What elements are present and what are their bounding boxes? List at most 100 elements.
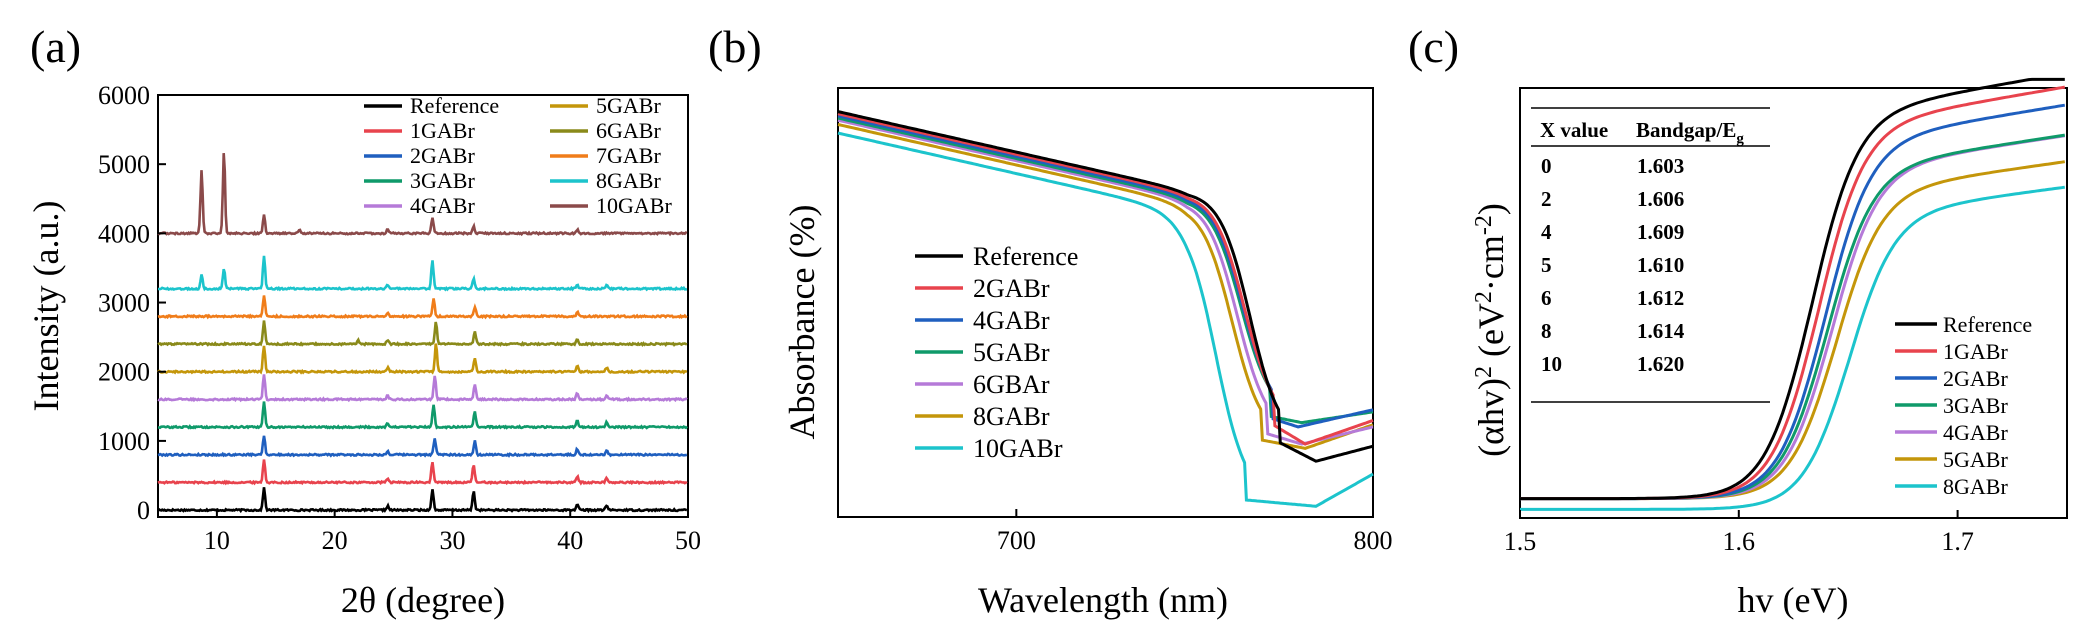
panel-c-ylabel: (αhv)2 (eV2·cm-2) (1471, 203, 1511, 457)
legend-label-2GABr: 2GABr (1943, 366, 2008, 391)
panel-b: (b) 700 800 Wavelength (nm) Absorbance (%… (708, 21, 1393, 620)
panel-a-ticks: 10 20 30 40 50 0 1000 2000 3000 4000 5000 6000 (98, 81, 701, 555)
legend-label-1GABr: 1GABr (1943, 339, 2008, 364)
xrd-line-4GABr (157, 374, 688, 403)
xtick-label-40: 40 (557, 526, 583, 555)
panel-a-label: (a) (30, 21, 81, 72)
xtick-label-30: 30 (439, 526, 465, 555)
panel-b-frame (837, 87, 1374, 518)
panel-b-ylabel: Absorbance (%) (782, 205, 822, 440)
legend-label-4GABr: 4GABr (1943, 420, 2008, 445)
panel-c-ylabel-unit: (eV (1471, 303, 1511, 366)
xtick-label-1.7: 1.7 (1941, 527, 1974, 556)
xrd-line-3GABr (157, 401, 688, 430)
table-cell-bandgap-10: 1.620 (1637, 352, 1684, 376)
xrd-line-6GABr (157, 320, 688, 348)
legend-label-8GABr: 8GABr (1943, 474, 2008, 499)
panel-c-ylabel-base: (αhv) (1471, 378, 1511, 457)
table-cell-bandgap-6: 1.612 (1637, 286, 1684, 310)
panel-b-series (837, 110, 1374, 508)
xtick-label-1.5: 1.5 (1504, 527, 1537, 556)
panel-a-frame (157, 94, 689, 518)
xrd-line-8GABr (158, 255, 688, 292)
legend-label-Reference: Reference (1943, 312, 2032, 337)
legend-label-4GABr: 4GABr (973, 306, 1050, 335)
ytick-label-2000: 2000 (98, 358, 150, 387)
table-cell-x-0: 0 (1541, 154, 1552, 178)
panel-c-ylabel-sup2: 2 (1471, 291, 1497, 303)
table-cell-bandgap-0: 1.603 (1637, 154, 1684, 178)
panel-c-ylabel-sup3: -2 (1471, 215, 1497, 235)
abs-line-Reference (837, 110, 1374, 463)
panel-c-series (1520, 77, 2066, 511)
panel-c-frame (1519, 87, 2068, 519)
panel-b-xlabel: Wavelength (nm) (978, 580, 1228, 620)
legend-label-5GABr: 5GABr (973, 338, 1050, 367)
abs-line-5GABr (837, 116, 1374, 425)
panel-c: (c) 1.5 1.6 1.7 hv (eV) (αhv)2 (eV2·cm-2) … (1408, 21, 2068, 620)
table-header-subscript: g (1736, 131, 1744, 147)
panel-b-ticks: 700 800 (997, 509, 1393, 555)
panel-b-legend: Reference 2GABr 4GABr 5GABr 6GBAr 8GABr 10GABr (915, 242, 1078, 463)
table-cell-x-8: 8 (1541, 319, 1552, 343)
ytick-label-0: 0 (137, 496, 150, 525)
table-cell-bandgap-4: 1.609 (1637, 220, 1684, 244)
ytick-label-3000: 3000 (98, 289, 150, 318)
legend-label-8GABr: 8GABr (596, 168, 661, 193)
ytick-label-5000: 5000 (98, 150, 150, 179)
ytick-label-4000: 4000 (98, 219, 150, 248)
ytick-label-1000: 1000 (98, 427, 150, 456)
abs-line-6GBAr (837, 118, 1374, 446)
panel-a: (a) 10 20 30 40 500100020003000400050006000 … (26, 21, 701, 620)
panel-a-series (157, 153, 688, 514)
table-cell-bandgap-5: 1.610 (1637, 253, 1684, 277)
xtick-label-700: 700 (997, 526, 1036, 555)
panel-c-ylabel-mid: ·cm (1471, 235, 1511, 291)
abs-line-2GABr (837, 112, 1374, 446)
xrd-line-10GABr (157, 153, 688, 237)
legend-label-Reference: Reference (973, 242, 1078, 271)
panel-b-label: (b) (708, 21, 762, 72)
panel-c-ticks: 1.5 1.6 1.7 (1504, 510, 1974, 556)
legend-label-8GABr: 8GABr (973, 402, 1050, 431)
xtick-label-20: 20 (322, 526, 348, 555)
table-background (1531, 106, 1775, 404)
tauc-line-Reference (1520, 77, 2065, 501)
table-cell-bandgap-2: 1.606 (1637, 187, 1684, 211)
legend-label-5GABr: 5GABr (1943, 447, 2008, 472)
legend-label-10GABr: 10GABr (973, 434, 1063, 463)
legend-label-4GABr: 4GABr (410, 193, 475, 218)
legend-label-2GABr: 2GABr (973, 274, 1050, 303)
legend-label-10GABr: 10GABr (596, 193, 672, 218)
table-cell-x-2: 2 (1541, 187, 1552, 211)
panel-a-ylabel: Intensity (a.u.) (26, 201, 66, 412)
legend-label-3GABr: 3GABr (1943, 393, 2008, 418)
xtick-label-50: 50 (675, 526, 701, 555)
ytick-label-6000: 6000 (98, 81, 150, 110)
tauc-line-8GABr (1520, 185, 2066, 511)
abs-line-10GABr (837, 131, 1374, 508)
xrd-line-2GABr (157, 435, 688, 458)
table-cell-x-4: 4 (1541, 220, 1552, 244)
xrd-line-5GABr (157, 343, 688, 375)
table-cell-x-6: 6 (1541, 286, 1552, 310)
legend-label-6GBAr: 6GBAr (973, 370, 1050, 399)
xrd-line-7GABr (157, 295, 688, 320)
legend-label-3GABr: 3GABr (410, 168, 475, 193)
legend-label-Reference: Reference (410, 93, 499, 118)
panel-a-xlabel: 2θ (degree) (341, 580, 505, 620)
xtick-label-10: 10 (204, 526, 230, 555)
panel-c-ylabel-close: ) (1471, 203, 1511, 215)
table-cell-x-5: 5 (1541, 253, 1552, 277)
xrd-line-Reference (157, 487, 688, 514)
table-cell-x-10: 10 (1541, 352, 1562, 376)
legend-label-5GABr: 5GABr (596, 93, 661, 118)
abs-line-4GABr (837, 114, 1374, 429)
xrd-line-1GABr (157, 459, 688, 486)
panel-c-ylabel-sup1: 2 (1471, 366, 1497, 378)
table-cell-bandgap-8: 1.614 (1637, 319, 1685, 343)
panel-c-xlabel: hv (eV) (1738, 580, 1849, 620)
